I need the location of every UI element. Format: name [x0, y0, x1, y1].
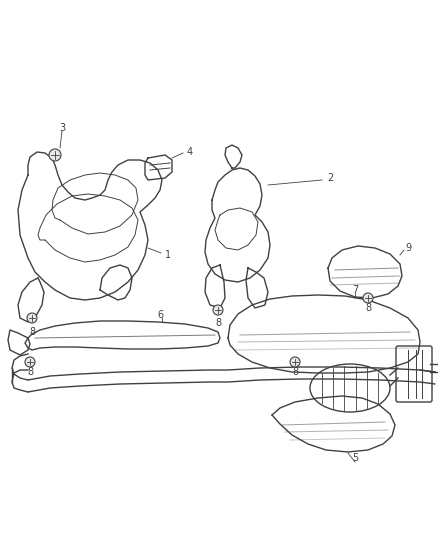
Text: 5: 5	[352, 453, 358, 463]
Circle shape	[213, 305, 223, 315]
Text: 8: 8	[365, 303, 371, 313]
Circle shape	[290, 357, 300, 367]
Circle shape	[25, 357, 35, 367]
Text: 8: 8	[27, 367, 33, 377]
Text: 9: 9	[405, 243, 411, 253]
Text: 4: 4	[187, 147, 193, 157]
Text: 8: 8	[292, 367, 298, 377]
Circle shape	[27, 313, 37, 323]
Circle shape	[363, 293, 373, 303]
Circle shape	[49, 149, 61, 161]
Text: 6: 6	[157, 310, 163, 320]
Text: 2: 2	[327, 173, 333, 183]
Text: 3: 3	[59, 123, 65, 133]
Text: 8: 8	[29, 327, 35, 337]
Text: 1: 1	[165, 250, 171, 260]
Text: 7: 7	[352, 285, 358, 295]
Text: 8: 8	[215, 318, 221, 328]
